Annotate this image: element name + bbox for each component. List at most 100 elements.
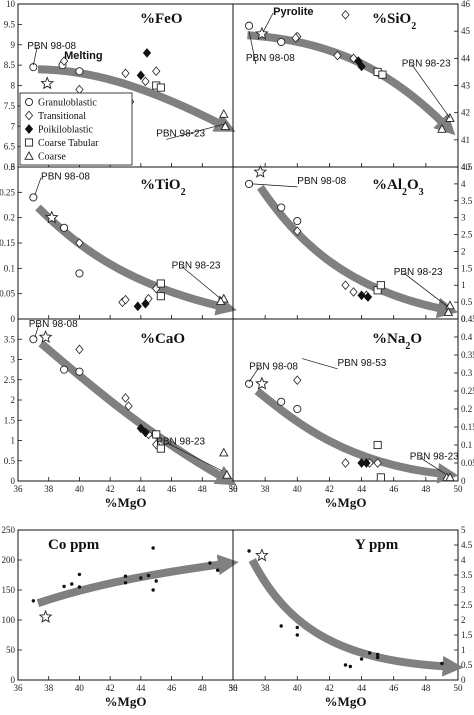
point-poikiloblastic <box>141 298 150 309</box>
point-transitional <box>121 68 130 79</box>
annotation-leader <box>419 457 446 475</box>
title-part: 3 <box>419 187 424 198</box>
x-tick-label: 46 <box>389 484 399 494</box>
legend-label: Coarse Tabular <box>38 138 99 149</box>
y-tick-label: 3.5 <box>461 570 473 580</box>
point-data <box>154 579 158 583</box>
point-transitional <box>341 280 350 291</box>
x-tick-label: 50 <box>229 683 239 693</box>
legend: Granuloblastic Transitional Poikiloblastic… <box>19 92 133 166</box>
point-coarse <box>215 296 226 306</box>
x-tick-label: 44 <box>136 484 146 494</box>
y-tick-label: 2.5 <box>461 600 473 610</box>
point-granuloblastic <box>75 367 84 376</box>
annotation-label: PBN 98-23 <box>156 437 205 448</box>
trend-arrow <box>257 185 459 319</box>
panel-frame <box>232 318 459 482</box>
annotation-leader <box>252 183 298 188</box>
trend-arrow <box>254 387 459 484</box>
annotation-label: PBN 98-08 <box>249 361 298 372</box>
y-tick-label: 0.3 <box>461 368 473 378</box>
annotation-leader <box>248 31 257 65</box>
point-data <box>215 568 220 572</box>
annotation-label: PBN 98-23 <box>402 58 451 69</box>
y-tick-label: 46 <box>461 0 471 9</box>
y-tick-label: 0.25 <box>461 386 474 396</box>
panel-title: %SiO2 <box>372 11 416 32</box>
y-tick-label: 45 <box>461 26 471 36</box>
annotation-label: PBN 98-53 <box>337 358 386 369</box>
trend-arrow <box>38 340 237 486</box>
y-tick-label: 4 <box>461 555 466 565</box>
point-transitional <box>349 287 358 297</box>
x-tick-label: 42 <box>106 484 115 494</box>
point-granuloblastic <box>293 216 302 226</box>
trend-arrow <box>37 65 236 132</box>
panel-title: %Al2O3 <box>372 177 424 198</box>
point-coarse-tabular <box>152 430 161 439</box>
y-tick-label: 0.05 <box>461 458 474 468</box>
annotation-leader <box>411 64 451 119</box>
point-coarse <box>443 307 454 316</box>
title-part: 2 <box>402 187 407 198</box>
point-coarse-tabular <box>24 138 34 147</box>
x-tick-label: 44 <box>136 683 146 693</box>
panel-title: %FeO <box>140 11 183 27</box>
point-data <box>62 584 66 589</box>
x-axis-title: %MgO <box>105 495 147 510</box>
y-tick-label: 0.2 <box>461 404 472 414</box>
point-data <box>343 663 348 667</box>
point-granuloblastic <box>245 379 254 388</box>
y-tick-label: 2 <box>461 246 466 256</box>
annotation-leader <box>34 324 40 338</box>
point-coarse <box>219 447 229 457</box>
point-poikiloblastic <box>136 70 145 81</box>
y-tick-label: 3.5 <box>461 196 473 206</box>
point-transitional <box>124 401 133 411</box>
y-tick-label: 0.15 <box>0 238 16 248</box>
point-data <box>77 572 82 577</box>
point-transitional <box>121 393 130 403</box>
point-poikiloblastic <box>357 290 366 301</box>
annotation-leader <box>33 46 38 66</box>
x-tick-label: 40 <box>75 484 85 494</box>
title-part: O <box>407 177 419 193</box>
panel-cao: 0 0.5 1 1.5 2 2.5 3 3.5 36 38 40 42 44 46 48 50 %MgO PBN … <box>4 318 238 510</box>
panel-title: %Na2O <box>372 331 422 352</box>
point-granuloblastic <box>24 97 34 107</box>
point-coarse <box>219 108 229 118</box>
panel-co: 0 50 100 150 200 250 36 38 40 42 44 46 48 50 %MgO Co pp… <box>2 525 239 709</box>
x-tick-label: 48 <box>198 484 208 494</box>
point-granuloblastic <box>60 223 69 232</box>
y-tick-label: 100 <box>2 615 16 625</box>
point-data <box>151 546 155 550</box>
panel-frame <box>232 529 459 681</box>
annotation-leader <box>181 266 221 300</box>
title-part: O <box>410 331 422 347</box>
x-tick-label: 38 <box>261 683 271 693</box>
y-tick-label: 2.5 <box>4 375 16 385</box>
point-data <box>146 573 151 578</box>
y-tick-label: 43 <box>461 81 471 91</box>
y-tick-label: 6 <box>11 162 16 172</box>
annotation-leader <box>263 12 274 32</box>
point-transitional <box>141 76 150 87</box>
point-granuloblastic <box>277 203 286 212</box>
y-tick-label: 4.5 <box>461 162 473 172</box>
point-coarse-tabular <box>376 281 385 290</box>
y-tick-label: 0.35 <box>461 350 474 360</box>
x-tick-label: 48 <box>198 683 208 693</box>
trend-arrow <box>36 554 239 607</box>
point-transitional <box>293 226 302 236</box>
y-tick-label: 0.5 <box>461 660 473 670</box>
legend-label: Granuloblastic <box>38 98 97 109</box>
title-part: 2 <box>181 187 186 198</box>
point-data <box>151 588 155 592</box>
x-axis-title: %MgO <box>325 495 367 510</box>
point-pyrolite <box>40 76 55 90</box>
x-tick-label: 40 <box>75 683 85 693</box>
point-data <box>295 633 299 637</box>
point-coarse-tabular <box>373 440 382 450</box>
panel-sio2: 40 41 42 43 44 45 46 Pyrolite PBN 98-08 PBN 98-23… <box>232 0 471 172</box>
y-tick-label: 0.15 <box>461 422 474 432</box>
